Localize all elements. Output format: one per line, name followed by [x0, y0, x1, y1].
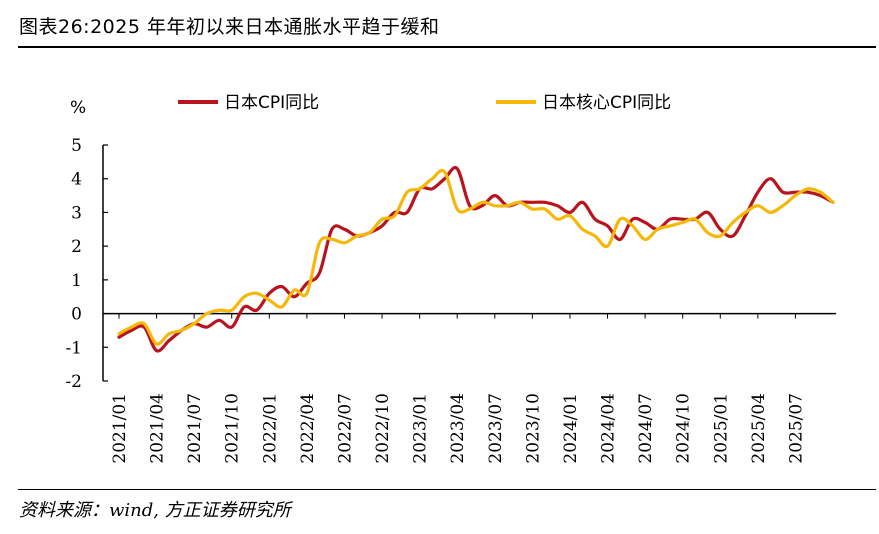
y-tick-label: 4: [71, 170, 82, 190]
legend-label-core-cpi: 日本核心CPI同比: [542, 93, 671, 113]
y-axis-unit-label: %: [70, 98, 86, 118]
chart-title: 图表26:2025 年年初以来日本通胀水平趋于缓和: [19, 16, 440, 38]
series-line-cpi: [117, 166, 835, 353]
x-tick-label: 2021/04: [148, 393, 168, 464]
y-tick-label: -2: [65, 372, 82, 392]
x-tick-label: 2021/07: [185, 393, 205, 464]
x-tick-label: 2021/10: [223, 393, 243, 464]
y-tick-label: 2: [71, 237, 82, 257]
x-tick-label: 2022/01: [260, 393, 280, 464]
x-tick-label: 2022/07: [335, 393, 355, 464]
x-tick-label: 2024/01: [561, 393, 581, 464]
x-axis: 2021/01 2021/04 2021/07 2021/10 2022/01 2022/…: [103, 312, 836, 464]
x-tick-label: 2022/10: [373, 393, 393, 464]
y-tick-label: 3: [71, 203, 82, 223]
y-axis: 5 4 3 2 1 0 -1 -2: [65, 136, 108, 392]
y-tick-label: 5: [71, 136, 82, 156]
legend: 日本CPI同比 日本核心CPI同比: [178, 93, 671, 113]
series-lines: [117, 166, 835, 353]
series-line-core-cpi: [117, 168, 835, 346]
source-note: 资料来源：wind, 方正证券研究所: [19, 500, 291, 521]
x-tick-label: 2025/04: [749, 393, 769, 464]
title-underline: [18, 46, 876, 48]
legend-label-cpi: 日本CPI同比: [224, 93, 319, 113]
x-tick-label: 2022/04: [298, 393, 318, 464]
x-tick-label: 2023/07: [486, 393, 506, 464]
x-tick-label: 2025/01: [711, 393, 731, 464]
y-tick-label: 0: [71, 305, 82, 325]
y-tick-label: 1: [71, 271, 82, 291]
x-tick-label: 2023/01: [411, 393, 431, 464]
x-tick-label: 2024/04: [599, 393, 619, 464]
footer-rule: [18, 489, 876, 490]
x-tick-label: 2023/04: [448, 393, 468, 464]
x-tick-label: 2024/10: [674, 393, 694, 464]
y-tick-label: -1: [65, 338, 82, 358]
x-tick-label: 2025/07: [786, 393, 806, 464]
x-tick-label: 2023/10: [523, 393, 543, 464]
x-tick-label: 2021/01: [110, 393, 130, 464]
x-tick-label: 2024/07: [636, 393, 656, 464]
